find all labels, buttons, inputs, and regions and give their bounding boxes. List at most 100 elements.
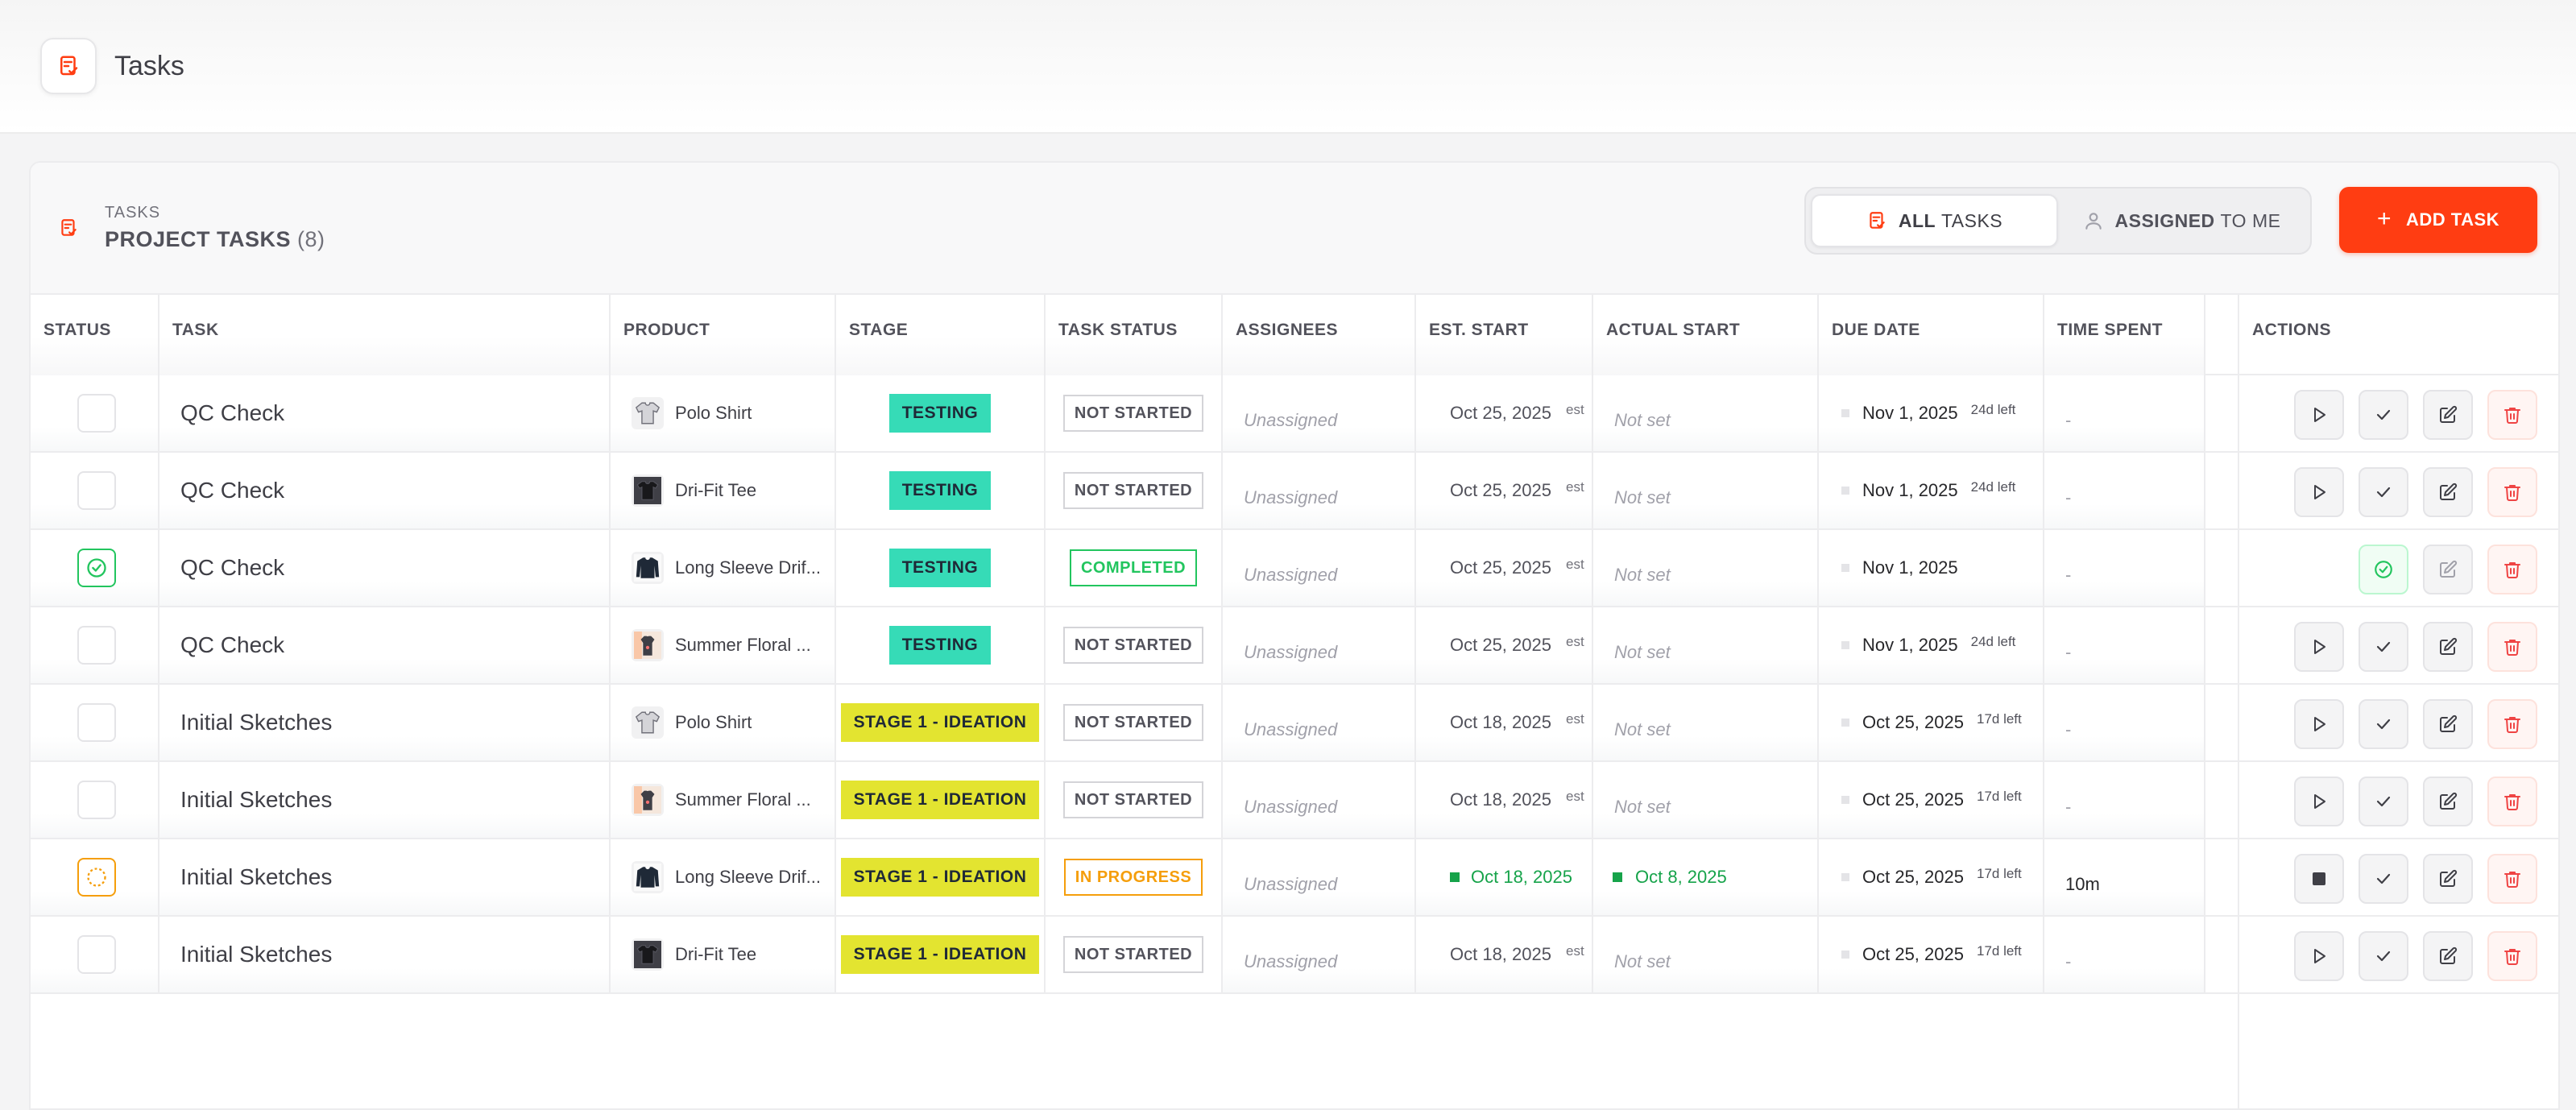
- est-tag: est: [1565, 479, 1584, 495]
- assignee[interactable]: Unassigned: [1244, 642, 1338, 662]
- task-name[interactable]: Initial Sketches: [180, 787, 333, 812]
- table-row[interactable]: QC Check Summer Floral ... TESTING NOT S…: [31, 607, 2238, 685]
- table-row[interactable]: QC Check Polo Shirt TESTING NOT STARTED …: [31, 375, 2238, 453]
- est-tag: est: [1565, 634, 1584, 649]
- page-title: Tasks: [114, 50, 184, 81]
- stage-badge: TESTING: [888, 626, 992, 665]
- complete-button[interactable]: [2359, 390, 2408, 440]
- panel-eyebrow: TASKS: [105, 204, 161, 222]
- task-name[interactable]: QC Check: [180, 478, 285, 503]
- assignee[interactable]: Unassigned: [1244, 951, 1338, 971]
- col-est-start: EST. START: [1416, 295, 1593, 375]
- due-marker-icon: [1841, 951, 1849, 959]
- table-row[interactable]: QC Check Long Sleeve Drif... TESTING COM…: [31, 530, 2238, 607]
- edit-button[interactable]: [2423, 777, 2473, 826]
- time-spent: -: [2065, 797, 2072, 817]
- task-status-checkbox[interactable]: [77, 781, 116, 819]
- start-timer-button[interactable]: [2294, 777, 2344, 826]
- task-name[interactable]: Initial Sketches: [180, 942, 333, 967]
- add-task-button[interactable]: + ADD TASK: [2339, 187, 2537, 253]
- product-thumbnail-icon: [632, 861, 664, 893]
- task-name[interactable]: QC Check: [180, 632, 285, 657]
- est-tag: est: [1565, 402, 1584, 417]
- started-dot-icon: [1613, 872, 1622, 882]
- task-status-checkbox[interactable]: [77, 471, 116, 510]
- task-status-checkbox[interactable]: [77, 703, 116, 742]
- task-status-checkbox[interactable]: [77, 858, 116, 897]
- edit-button[interactable]: [2423, 390, 2473, 440]
- est-tag: est: [1565, 943, 1584, 959]
- col-product: PRODUCT: [611, 295, 836, 375]
- edit-button[interactable]: [2423, 622, 2473, 672]
- assignee[interactable]: Unassigned: [1244, 719, 1338, 739]
- table-row[interactable]: QC Check Dri-Fit Tee TESTING NOT STARTED…: [31, 453, 2238, 530]
- edit-button[interactable]: [2423, 467, 2473, 517]
- delete-button[interactable]: [2487, 699, 2537, 749]
- edit-button[interactable]: [2423, 854, 2473, 904]
- edit-button[interactable]: [2423, 699, 2473, 749]
- complete-button[interactable]: [2359, 931, 2408, 981]
- stop-timer-button[interactable]: [2294, 854, 2344, 904]
- panel-title: PROJECT TASKS (8): [105, 227, 325, 251]
- actual-start-date: Not set: [1614, 487, 1671, 507]
- start-timer-button[interactable]: [2294, 467, 2344, 517]
- actions-row: [2239, 917, 2558, 994]
- assignee[interactable]: Unassigned: [1244, 410, 1338, 430]
- start-timer-button[interactable]: [2294, 931, 2344, 981]
- col-actions: ACTIONS: [2239, 295, 2558, 375]
- actions-column: ACTIONS: [2238, 295, 2558, 1108]
- tasks-panel: TASKS PROJECT TASKS (8) ALL TASKS ASSIGN…: [29, 161, 2560, 1110]
- col-due-date: DUE DATE: [1819, 295, 2044, 375]
- complete-button[interactable]: [2359, 777, 2408, 826]
- delete-button[interactable]: [2487, 931, 2537, 981]
- delete-button[interactable]: [2487, 854, 2537, 904]
- delete-button[interactable]: [2487, 622, 2537, 672]
- complete-button[interactable]: [2359, 699, 2408, 749]
- assignee[interactable]: Unassigned: [1244, 565, 1338, 585]
- edit-button[interactable]: [2423, 931, 2473, 981]
- delete-button[interactable]: [2487, 390, 2537, 440]
- complete-button[interactable]: [2359, 854, 2408, 904]
- task-name[interactable]: Initial Sketches: [180, 710, 333, 735]
- start-timer-button[interactable]: [2294, 390, 2344, 440]
- col-task-status: TASK STATUS: [1046, 295, 1223, 375]
- assignee[interactable]: Unassigned: [1244, 874, 1338, 894]
- task-status-checkbox[interactable]: [77, 549, 116, 587]
- complete-button[interactable]: [2359, 467, 2408, 517]
- table-row[interactable]: Initial Sketches Dri-Fit Tee STAGE 1 - I…: [31, 917, 2238, 994]
- start-timer-button[interactable]: [2294, 699, 2344, 749]
- tab-all-tasks[interactable]: ALL TASKS: [1811, 194, 2058, 247]
- start-timer-button[interactable]: [2294, 622, 2344, 672]
- tab-assigned-to-me[interactable]: ASSIGNED TO ME: [2058, 194, 2305, 247]
- due-marker-icon: [1841, 487, 1849, 495]
- completed-check-icon[interactable]: [2359, 545, 2408, 594]
- task-status-checkbox[interactable]: [77, 935, 116, 974]
- time-spent: 10m: [2065, 874, 2100, 894]
- task-status-checkbox[interactable]: [77, 626, 116, 665]
- task-name[interactable]: QC Check: [180, 555, 285, 580]
- task-name[interactable]: QC Check: [180, 400, 285, 425]
- assignee[interactable]: Unassigned: [1244, 487, 1338, 507]
- est-start-date: Oct 25, 2025: [1450, 403, 1551, 423]
- assignee[interactable]: Unassigned: [1244, 797, 1338, 817]
- actual-start-date: Oct 8, 2025: [1635, 867, 1727, 887]
- complete-button[interactable]: [2359, 622, 2408, 672]
- task-status-checkbox[interactable]: [77, 394, 116, 433]
- stage-badge: TESTING: [888, 394, 992, 433]
- table-row[interactable]: Initial Sketches Long Sleeve Drif... STA…: [31, 839, 2238, 917]
- actions-row: [2239, 762, 2558, 839]
- table-row[interactable]: Initial Sketches Summer Floral ... STAGE…: [31, 762, 2238, 839]
- time-spent: -: [2065, 410, 2072, 430]
- task-name[interactable]: Initial Sketches: [180, 864, 333, 889]
- stage-badge: TESTING: [888, 471, 992, 510]
- delete-button[interactable]: [2487, 545, 2537, 594]
- delete-button[interactable]: [2487, 777, 2537, 826]
- edit-button[interactable]: [2423, 545, 2473, 594]
- panel-header: TASKS PROJECT TASKS (8) ALL TASKS ASSIGN…: [31, 163, 2558, 295]
- due-marker-icon: [1841, 873, 1849, 881]
- actual-start-date: Not set: [1614, 951, 1671, 971]
- task-status-badge: NOT STARTED: [1062, 936, 1204, 973]
- actions-row: [2239, 607, 2558, 685]
- delete-button[interactable]: [2487, 467, 2537, 517]
- table-row[interactable]: Initial Sketches Polo Shirt STAGE 1 - ID…: [31, 685, 2238, 762]
